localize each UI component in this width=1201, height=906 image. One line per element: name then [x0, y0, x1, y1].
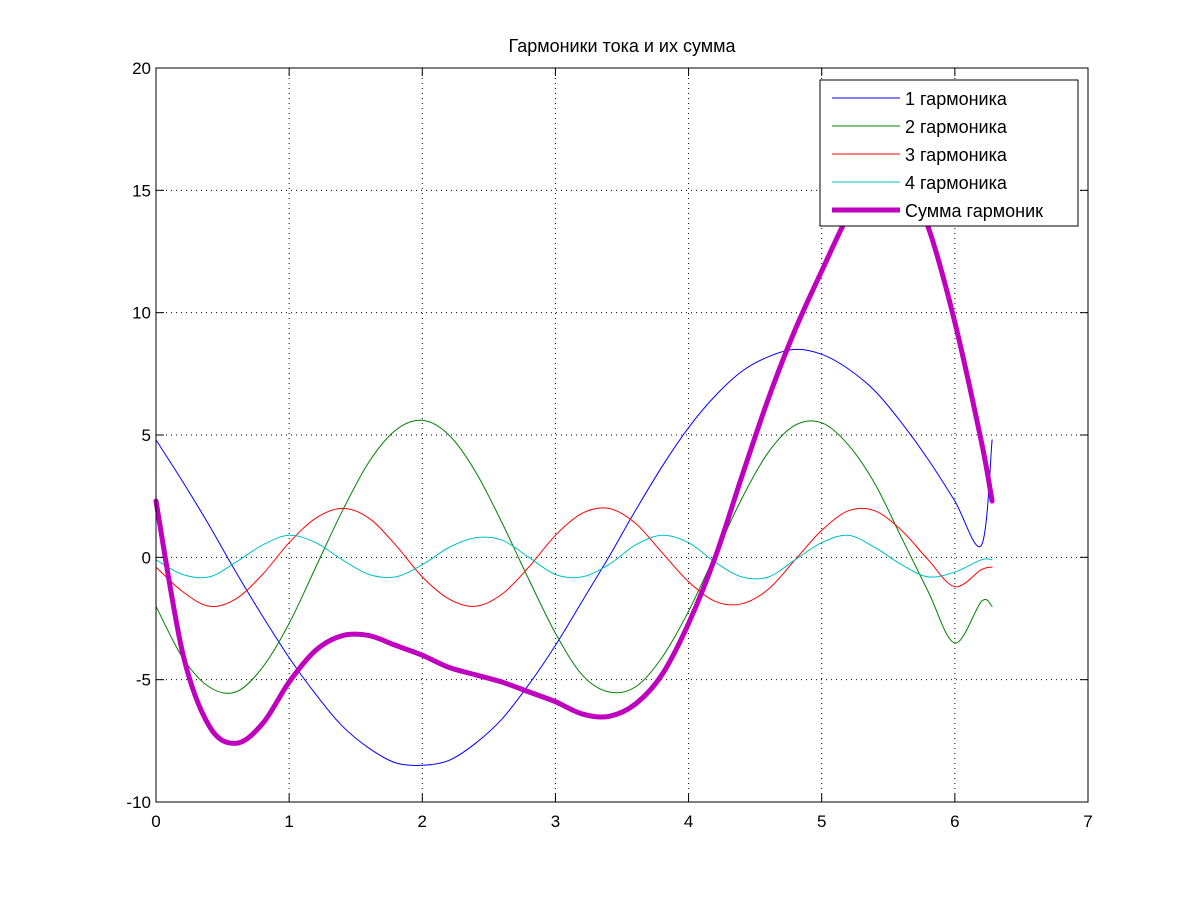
grid: [156, 68, 1088, 802]
legend-label: 4 гармоника: [905, 173, 1008, 193]
legend-label: 1 гармоника: [905, 89, 1008, 109]
y-tick-label: 5: [142, 426, 151, 445]
legend-label: 3 гармоника: [905, 145, 1008, 165]
series-line-2: [155, 419, 993, 694]
x-tick-label: 6: [950, 812, 959, 831]
x-tick-label: 5: [817, 812, 826, 831]
x-tick-label: 0: [151, 812, 160, 831]
x-tick-label: 3: [551, 812, 560, 831]
x-tick-label: 4: [684, 812, 693, 831]
ticks: 0 1 2 3 4 5 6 7 -10 -5 0 5 10 15 20: [126, 59, 1092, 831]
y-tick-label: 10: [132, 304, 151, 323]
y-tick-label: -10: [126, 793, 151, 812]
y-tick-label: 20: [132, 59, 151, 78]
x-tick-label: 1: [284, 812, 293, 831]
legend-label: 2 гармоника: [905, 117, 1008, 137]
x-tick-label: 2: [418, 812, 427, 831]
legend-box: [819, 79, 1079, 227]
series-line-4: [155, 534, 993, 580]
legend-label: Сумма гармоник: [905, 201, 1043, 221]
x-tick-label: 7: [1083, 812, 1092, 831]
series-line-3: [155, 507, 993, 608]
chart-title: Гармоники тока и их сумма: [508, 36, 736, 56]
y-tick-label: 0: [142, 548, 151, 567]
y-tick-label: -5: [136, 671, 151, 690]
y-tick-label: 15: [132, 181, 151, 200]
legend: 1 гармоника 2 гармоника 3 гармоника 4 гармо…: [819, 79, 1079, 227]
